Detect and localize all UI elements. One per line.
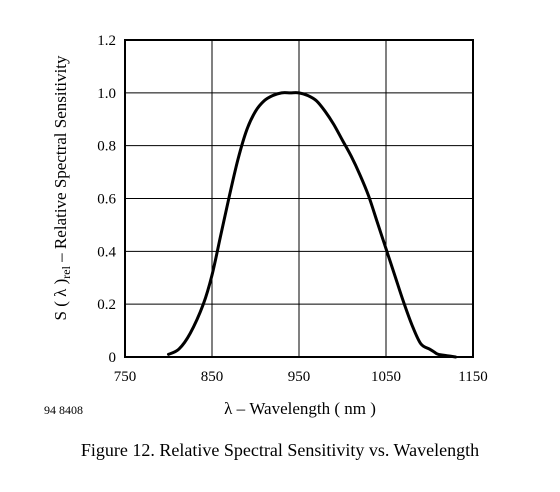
y-axis-label-main: S ( λ ) <box>51 279 70 321</box>
y-axis-label-rest: – Relative Spectral Sensitivity <box>51 55 70 266</box>
sensitivity-curve <box>167 91 458 359</box>
y-axis-label: S ( λ )rel – Relative Spectral Sensitivi… <box>51 55 73 321</box>
y-tick-label: 0.8 <box>97 139 116 155</box>
y-tick-label: 1.2 <box>97 33 116 49</box>
figure-code: 94 8408 <box>44 403 83 417</box>
grid <box>125 40 473 357</box>
plot-frame <box>124 39 474 358</box>
x-tick-label: 750 <box>114 369 137 385</box>
figure-caption: Figure 12. Relative Spectral Sensitivity… <box>80 440 480 460</box>
x-tick-label: 950 <box>288 369 311 385</box>
y-tick-label: 1.0 <box>97 86 116 102</box>
y-tick-label: 0 <box>109 350 117 366</box>
x-axis-label: λ – Wavelength ( nm ) <box>224 399 376 418</box>
x-tick-label: 850 <box>201 369 224 385</box>
x-tick-label: 1050 <box>371 369 401 385</box>
y-tick-label: 0.4 <box>97 244 116 260</box>
chart: 750 850 950 1050 1150 0 0.2 0.4 0.6 0.8 1.0 1.2 λ … <box>44 33 488 418</box>
y-axis-label-sub: rel <box>59 265 73 278</box>
y-tick-label: 0.2 <box>97 297 116 313</box>
x-tick-labels: 750 850 950 1050 1150 <box>114 369 488 385</box>
y-tick-labels: 0 0.2 0.4 0.6 0.8 1.0 1.2 <box>97 33 116 366</box>
x-tick-label: 1150 <box>458 369 487 385</box>
y-tick-label: 0.6 <box>97 192 116 208</box>
